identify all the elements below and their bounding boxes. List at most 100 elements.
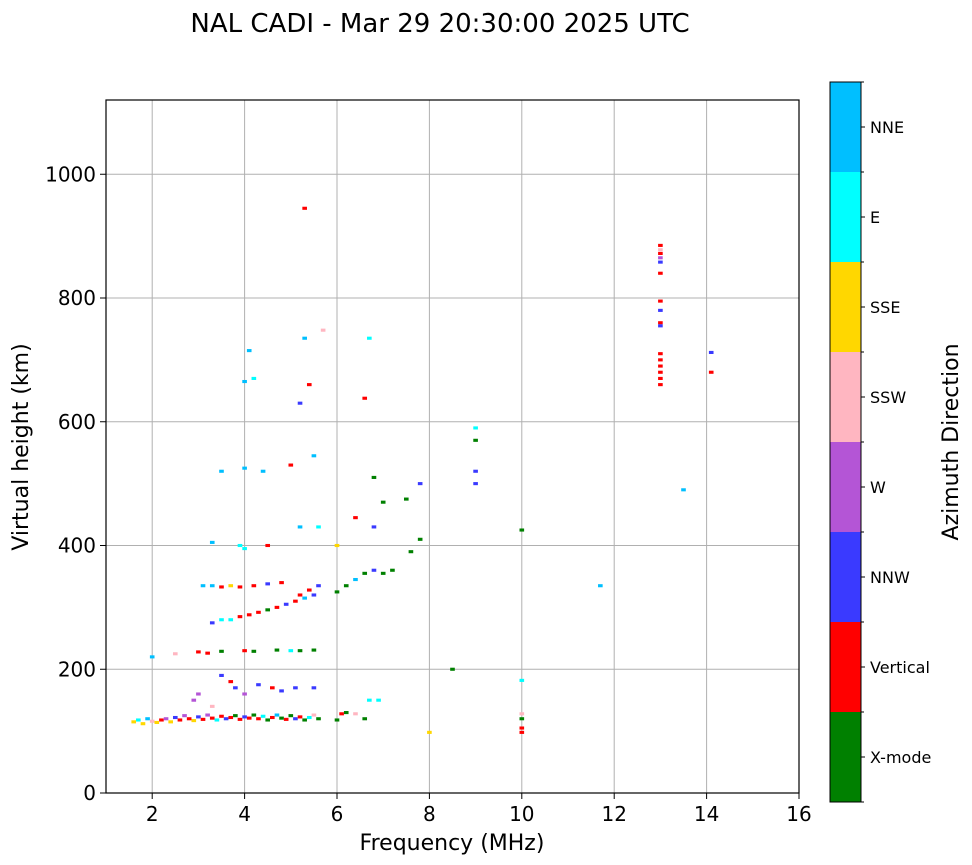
echo-point-vertical [209, 716, 215, 720]
echo-point-x-mode [297, 649, 303, 653]
echo-point-nne [219, 469, 224, 473]
echo-point-vertical [196, 650, 201, 654]
echo-point-nnw [316, 584, 321, 588]
echo-point-x-mode [403, 497, 409, 501]
echo-point-vertical [288, 463, 294, 467]
echo-point-nnw [242, 715, 247, 719]
y-tick-label: 600 [58, 410, 96, 434]
echo-point-ssw [519, 712, 525, 716]
echo-point-vertical [237, 717, 243, 721]
echo-point-nnw [658, 324, 663, 328]
echo-point-nnw [209, 621, 215, 625]
echo-point-w [191, 698, 197, 702]
echo-point-vertical [186, 717, 192, 721]
echo-point-x-mode [334, 590, 340, 594]
echo-point-nnw [708, 350, 714, 354]
echo-point-x-mode [302, 718, 307, 722]
echo-point-ssw [353, 712, 358, 716]
echo-point-x-mode [316, 717, 321, 721]
echo-point-nnw [311, 593, 317, 597]
colorbar-swatch-e [830, 172, 861, 262]
echo-point-ssw [209, 704, 215, 708]
echo-point-x-mode [519, 717, 525, 721]
grid-lines [106, 100, 800, 794]
echo-point-w [163, 717, 169, 721]
echo-point-nne [242, 379, 247, 384]
echo-point-e [519, 678, 525, 682]
echo-point-x-mode [343, 584, 349, 588]
echo-point-nne [200, 584, 206, 588]
echo-point-nnw [293, 686, 298, 690]
echo-point-vertical [228, 680, 234, 684]
colorbar-tick-label: E [870, 208, 880, 227]
echo-point-x-mode [311, 648, 317, 652]
echo-point-vertical [251, 584, 257, 588]
echo-point-vertical [270, 715, 275, 720]
echo-point-nnw [417, 482, 423, 486]
echo-point-e [376, 698, 381, 702]
echo-point-vertical [283, 717, 289, 721]
echo-point-vertical [256, 610, 261, 614]
echo-point-vertical [246, 716, 252, 720]
echo-point-nne [302, 596, 307, 600]
echo-point-x-mode [343, 711, 349, 715]
y-tick-label: 0 [83, 781, 96, 805]
echo-point-x-mode [251, 713, 257, 717]
echo-point-ssw [149, 719, 155, 723]
echo-point-e [473, 426, 478, 430]
echo-point-nnw [256, 683, 261, 687]
echo-point-vertical [228, 715, 234, 720]
echo-point-e [136, 718, 141, 722]
echo-point-nnw [658, 308, 663, 312]
echo-point-nnw [223, 717, 229, 721]
colorbar-swatch-nnw [830, 532, 861, 622]
echo-point-nne [246, 349, 252, 353]
echo-point-w [242, 692, 247, 696]
echo-point-nnw [293, 717, 298, 721]
colorbar-swatch-sse [830, 262, 861, 352]
x-tick-label: 10 [509, 802, 534, 826]
echo-point-nnw [172, 715, 178, 720]
echo-point-nne [209, 584, 215, 588]
echo-point-sse [334, 543, 340, 548]
echo-point-x-mode [274, 648, 280, 652]
echo-point-nne [302, 336, 307, 340]
echo-point-vertical [177, 718, 183, 722]
echo-point-nne [149, 655, 155, 659]
x-tick-label: 16 [786, 802, 811, 826]
echo-point-sse [168, 720, 173, 724]
echo-point-nnw [283, 602, 289, 606]
echo-point-nnw [233, 686, 238, 690]
echo-point-x-mode [408, 550, 414, 554]
echo-point-x-mode [279, 716, 284, 720]
echo-point-vertical [658, 376, 663, 380]
echo-point-nne [598, 584, 603, 588]
echo-point-x-mode [233, 714, 238, 718]
echo-point-nne [209, 540, 215, 544]
echo-point-vertical [353, 516, 358, 520]
echo-point-w [205, 713, 210, 717]
echo-point-x-mode [265, 718, 271, 722]
echo-point-nne [297, 525, 303, 529]
echo-point-nne [145, 717, 150, 721]
echo-point-nnw [371, 525, 377, 529]
echo-point-vertical [297, 715, 303, 719]
echo-point-vertical [297, 593, 303, 597]
colorbar-tick-label: Vertical [870, 658, 930, 677]
echo-point-sse [154, 720, 160, 725]
echo-point-e [367, 336, 372, 340]
echo-point-vertical [658, 251, 663, 255]
echo-point-x-mode [519, 528, 525, 532]
echo-point-x-mode [417, 537, 423, 541]
colorbar-tick-label: W [870, 478, 886, 497]
echo-point-e [228, 618, 234, 622]
echo-point-x-mode [390, 568, 395, 572]
echo-point-sse [191, 719, 197, 723]
echo-point-x-mode [251, 649, 257, 653]
echo-point-nnw [196, 715, 201, 719]
echo-point-nnw [658, 260, 663, 264]
colorbar-tick-label: SSW [870, 388, 906, 407]
echo-point-e [288, 649, 294, 653]
echo-point-vertical [219, 714, 224, 718]
echo-point-e [260, 714, 266, 718]
